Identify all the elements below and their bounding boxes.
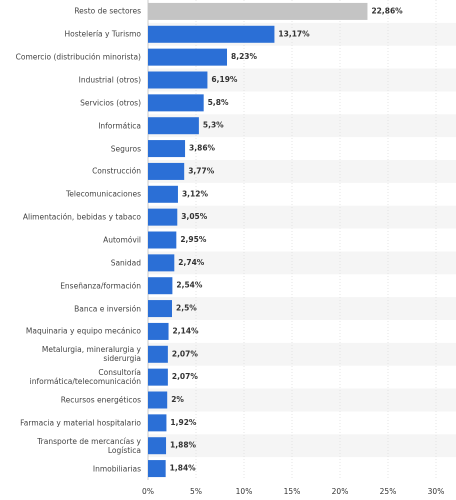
value-label: 1,92%: [170, 418, 197, 427]
x-tick-label: 0%: [142, 487, 154, 496]
value-label: 3,12%: [182, 189, 209, 198]
value-label: 2,07%: [172, 372, 199, 381]
value-label: 13,17%: [278, 29, 310, 38]
y-tick-label: Sanidad: [110, 258, 141, 268]
y-tick-label: Metalurgia, mineralurgia y siderurgia: [41, 345, 141, 364]
bar: [148, 437, 167, 455]
y-tick-label: Resto de sectores: [74, 6, 141, 16]
x-tick-label: 30%: [428, 487, 445, 496]
value-label: 2,07%: [172, 349, 199, 358]
bar: [148, 2, 368, 20]
bar: [148, 391, 168, 409]
x-tick-label: 20%: [332, 487, 349, 496]
bar: [148, 345, 168, 363]
value-label: 22,86%: [371, 6, 403, 15]
value-label: 6,19%: [211, 75, 238, 84]
value-label: 3,05%: [181, 212, 208, 221]
y-tick-label: Seguros: [110, 144, 141, 154]
value-label: 2%: [171, 395, 184, 404]
value-label: 2,74%: [178, 258, 205, 267]
row-stripe: [148, 68, 456, 92]
value-label: 3,77%: [188, 166, 215, 175]
value-label: 8,23%: [231, 52, 258, 61]
bar: [148, 300, 172, 318]
row-stripe: [148, 434, 456, 458]
value-label: 1,84%: [170, 464, 197, 473]
bar: [148, 277, 173, 295]
bar: [148, 94, 204, 112]
y-tick-label: Servicios (otros): [80, 98, 141, 108]
bar: [148, 254, 175, 272]
value-label: 5,8%: [208, 98, 229, 107]
row-stripe: [148, 205, 456, 229]
row-stripe: [148, 160, 456, 183]
row-stripe: [148, 114, 456, 138]
row-stripe: [148, 342, 456, 366]
value-label: 2,54%: [176, 281, 203, 290]
y-tick-label: Consultoría informática/telecomunicación: [29, 368, 141, 387]
bar: [148, 71, 208, 89]
y-tick-label: Maquinaria y equipo mecánico: [25, 326, 141, 336]
bar: [148, 368, 168, 386]
x-tick-label: 10%: [236, 487, 253, 496]
bar: [148, 414, 167, 432]
y-tick-label: Construcción: [92, 166, 141, 176]
value-label: 5,3%: [203, 121, 224, 130]
y-tick-label: Alimentación, bebidas y tabaco: [22, 212, 141, 222]
y-tick-label: Inmobiliarias: [92, 464, 141, 474]
x-tick-label: 25%: [380, 487, 397, 496]
x-tick-label: 15%: [284, 487, 301, 496]
value-label: 2,14%: [173, 326, 200, 335]
y-tick-label: Farmacia y material hospitalario: [20, 418, 141, 428]
bar: [148, 25, 275, 43]
bar: [148, 140, 186, 158]
bar: [148, 185, 178, 203]
bar: [148, 48, 228, 66]
bar: [148, 208, 178, 226]
y-tick-label: Transporte de mercancías y Logística: [37, 436, 141, 455]
bar: [148, 460, 166, 478]
y-tick-label: Banca e inversión: [74, 304, 141, 314]
value-label: 1,88%: [170, 441, 197, 450]
y-tick-label: Enseñanza/formación: [60, 281, 141, 291]
row-stripe: [148, 297, 456, 320]
bar: [148, 322, 169, 340]
bar: [148, 162, 185, 180]
x-tick-label: 5%: [190, 487, 202, 496]
y-tick-label: Comercio (distribución minorista): [15, 52, 141, 62]
y-tick-label: Automóvil: [103, 235, 141, 245]
y-tick-label: Industrial (otros): [78, 75, 141, 85]
y-tick-label: Recursos energéticos: [60, 395, 141, 405]
value-label: 3,86%: [189, 144, 216, 153]
bar: [148, 231, 177, 249]
value-label: 2,95%: [180, 235, 207, 244]
y-tick-label: Informática: [98, 121, 141, 131]
row-stripe: [148, 388, 456, 412]
y-tick-label: Hostelería y Turismo: [64, 29, 141, 39]
row-stripe: [148, 251, 456, 275]
bar: [148, 117, 199, 135]
value-label: 2,5%: [176, 304, 197, 313]
y-tick-label: Telecomunicaciones: [65, 189, 141, 199]
